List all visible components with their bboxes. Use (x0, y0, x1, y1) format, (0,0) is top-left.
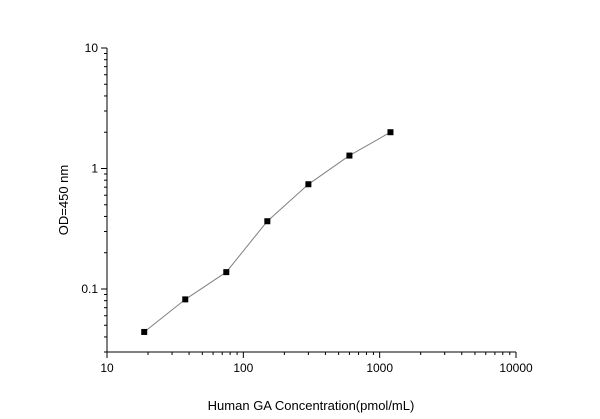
data-point (305, 181, 312, 188)
x-tick-label: 10 (100, 361, 114, 375)
x-ticks: 10 100 1000 10000 (100, 352, 533, 375)
x-tick-label: 100 (233, 361, 253, 375)
data-point (346, 152, 353, 159)
axes (106, 48, 516, 353)
y-tick-label: 1 (91, 161, 98, 175)
data-point (264, 218, 271, 225)
series-line (143, 131, 391, 333)
data-point (223, 269, 230, 276)
x-tick-label: 1000 (366, 361, 393, 375)
data-series (141, 129, 394, 335)
y-axis-title: OD=450 nm (56, 165, 71, 235)
x-tick-label: 10000 (499, 361, 533, 375)
data-point (182, 296, 189, 303)
x-axis-title: Human GA Concentration(pmol/mL) (208, 398, 415, 413)
y-tick-label: 0.1 (81, 282, 98, 296)
data-point (141, 328, 148, 335)
data-point (387, 129, 394, 136)
y-ticks: 0.1 1 10 (81, 41, 107, 353)
y-tick-label: 10 (85, 41, 99, 55)
